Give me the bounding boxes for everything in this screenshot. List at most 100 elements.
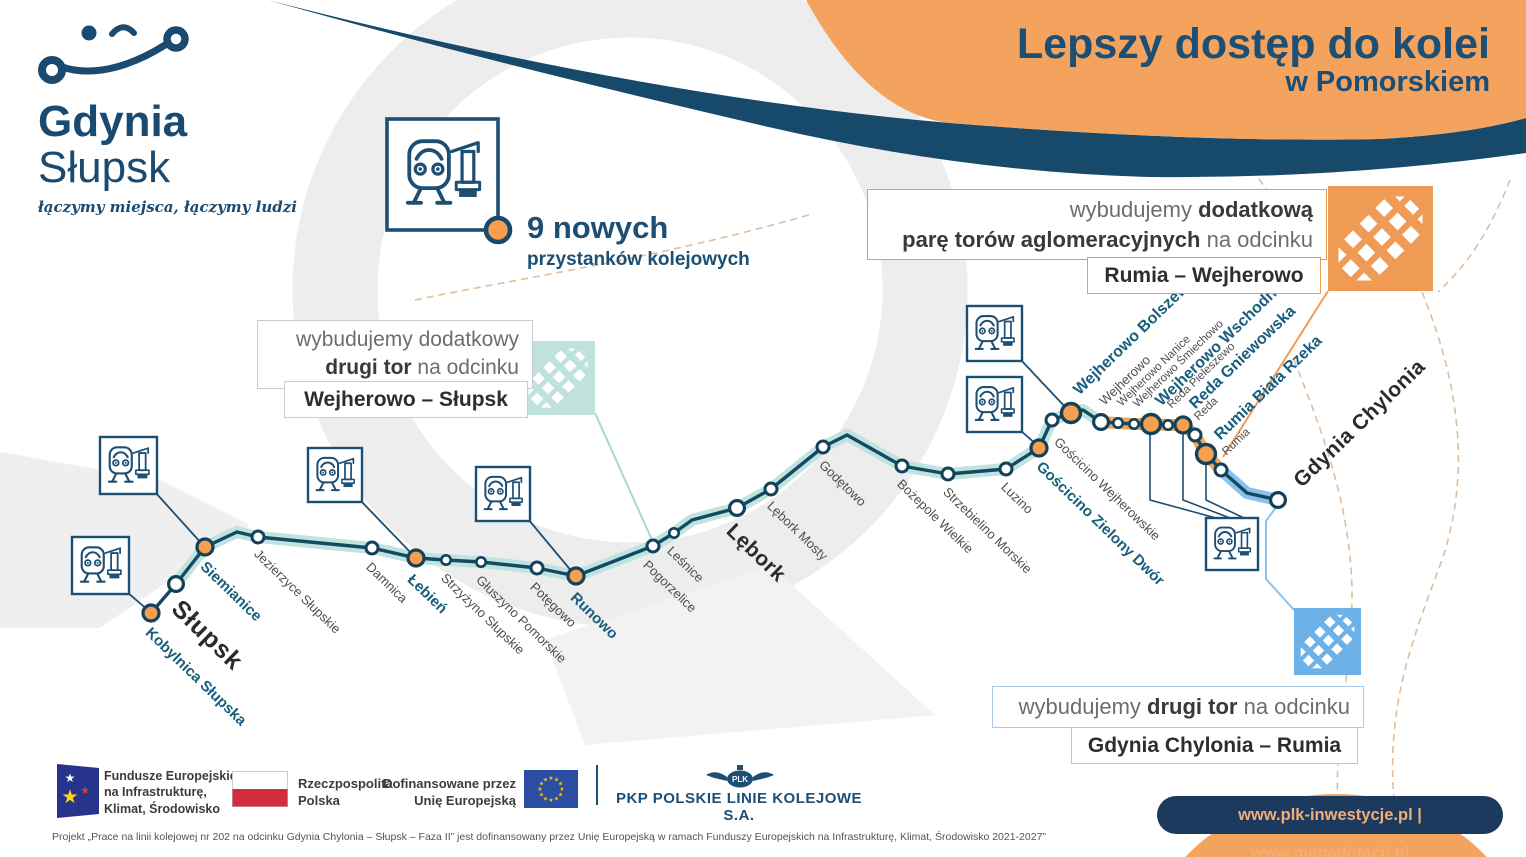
station-dot-existing: [894, 458, 910, 474]
leader-line: [1182, 432, 1231, 519]
logo-line1: Gdynia: [38, 97, 188, 146]
station-dot-existing: [667, 526, 680, 539]
callout-gdynia-rumia: wybudujemy drugi tor na odcinku: [992, 686, 1364, 728]
eu-flag-star: ★: [539, 781, 544, 788]
eu-flag-star: ★: [554, 796, 559, 803]
leader-line: [1149, 432, 1217, 519]
eu-funds-text: Fundusze Europejskie na Infrastrukturę, …: [104, 769, 237, 816]
station-dot-existing: [364, 540, 380, 556]
callout-text-bold: drugi tor: [325, 356, 412, 380]
plk-badge-text: PLK: [732, 775, 748, 784]
station-pictogram-box: [70, 535, 131, 596]
station-pictogram-box: [965, 375, 1024, 434]
station-dot-existing: [727, 499, 746, 518]
leader-line: [1205, 462, 1245, 519]
new-stops-label: przystanków kolejowych: [527, 248, 750, 270]
eu-flag-star: ★: [558, 792, 563, 799]
station-dot-existing: [1112, 416, 1125, 429]
station-dot-new: [566, 566, 586, 586]
section-label-rumia-wejherowo: Rumia – Wejherowo: [1087, 257, 1321, 295]
svg-text:★: ★: [65, 771, 76, 785]
station-dot-existing: [1128, 417, 1141, 430]
banner-swoosh: [268, 0, 1526, 178]
background-ring: [292, 0, 968, 628]
station-dot-existing: [645, 538, 661, 554]
station-dot-existing: [763, 481, 779, 497]
new-stops-badge: 9 nowych przystanków kolejowych: [527, 210, 750, 271]
station-pictogram-box: [474, 465, 532, 523]
leader-line: [359, 499, 414, 556]
new-stop-sample-dot: [483, 215, 513, 245]
logo-smiley-icon: [38, 24, 189, 84]
eu-flag-star: ★: [548, 775, 553, 782]
eu-funds-logo: ★ ★ ★: [57, 764, 99, 818]
svg-text:★: ★: [61, 787, 78, 808]
websites-link-bar[interactable]: www.plk-inwestycje.pl | www.mapadotacji.…: [1157, 796, 1503, 857]
leader-line: [1019, 358, 1069, 411]
logo: Gdynia Słupsk łączymy miejsca, łączymy l…: [38, 14, 297, 217]
eu-flag-star: ★: [559, 786, 564, 793]
callout-rumia-wejherowo: wybudujemy dodatkową parę torów aglomera…: [867, 189, 1327, 261]
station-dot-new: [1029, 438, 1049, 458]
callout-text: na odcinku: [1200, 226, 1313, 252]
leader-line: [1265, 505, 1296, 612]
project-description: Projekt „Prace na linii kolejowej nr 202…: [52, 831, 1046, 843]
station-dot-new: [195, 537, 215, 557]
highlight-gdynia-chylonia-rumia: [1215, 464, 1284, 506]
station-pictogram-box: [98, 435, 159, 496]
background-wedge: [545, 565, 935, 745]
pkp-plk-logo: PLK: [706, 765, 774, 788]
new-stops-count: 9 nowych: [527, 210, 669, 245]
station-pictogram-box: [965, 304, 1024, 363]
banner-orange-shape: [806, 0, 1526, 140]
banner-subtitle: w Pomorskiem: [1285, 66, 1490, 99]
station-dot-existing: [1213, 462, 1229, 478]
section-label-wejherowo-slupsk: Wejherowo – Słupsk: [284, 381, 528, 419]
station-dot-existing: [439, 553, 452, 566]
eu-flag-star: ★: [554, 776, 559, 783]
callout-text-bold: parę torów aglomeracyjnych: [902, 226, 1201, 252]
station-dot-new: [1139, 412, 1163, 436]
callout-wejherowo-slupsk: wybudujemy dodatkowy drugi tor na odcink…: [257, 320, 533, 389]
station-dot-new: [406, 548, 426, 568]
callout-text: na odcinku: [411, 356, 519, 380]
station-pictogram-box: [306, 446, 364, 504]
station-dot-existing: [940, 466, 956, 482]
station-dot-existing: [815, 439, 831, 455]
logo-line2: Słupsk: [38, 143, 171, 192]
footer-divider: [596, 765, 598, 805]
station-dot-existing: [167, 574, 186, 593]
leader-line: [594, 412, 653, 541]
eu-flag: ★ ★★★★★★★★★★★: [524, 770, 578, 808]
callout-text: wybudujemy: [1018, 694, 1148, 719]
eu-flag-star: ★: [537, 786, 542, 793]
section-label-gdynia-rumia: Gdynia Chylonia – Rumia: [1071, 727, 1358, 765]
station-dot-existing: [1091, 413, 1110, 432]
eu-flag-star: ★: [548, 797, 553, 804]
banner: Lepszy dostęp do kolei w Pomorskiem: [1017, 21, 1490, 99]
station-dot-existing: [1187, 427, 1203, 443]
callout-text: wybudujemy: [1069, 197, 1199, 222]
eu-flag-star: ★: [543, 796, 548, 803]
poland-text: Rzeczpospolita Polska: [298, 776, 393, 808]
station-dot-new: [141, 603, 161, 623]
callout-text-bold: dodatkową: [1198, 197, 1313, 222]
callout-text: wybudujemy dodatkowy: [296, 328, 519, 351]
callout-text: na odcinku: [1237, 694, 1350, 719]
logo-tagline: łączymy miejsca, łączymy ludzi: [38, 198, 297, 216]
station-dot-new: [1173, 415, 1193, 435]
callout-text-bold: drugi tor: [1147, 694, 1238, 719]
eu-flag-star: ★: [558, 781, 563, 788]
station-dot-existing: [1162, 418, 1175, 431]
station-dot-existing: [529, 560, 545, 576]
station-dot-existing: [250, 529, 266, 545]
station-dot-new: [1059, 401, 1083, 425]
new-stops-badge-box: [385, 117, 500, 232]
station-dot-existing: [474, 555, 487, 568]
station-dot-existing: [998, 461, 1014, 477]
eu-flag-star: ★: [539, 792, 544, 799]
poland-flag: [232, 771, 288, 807]
station-dot-existing: [1268, 491, 1287, 510]
